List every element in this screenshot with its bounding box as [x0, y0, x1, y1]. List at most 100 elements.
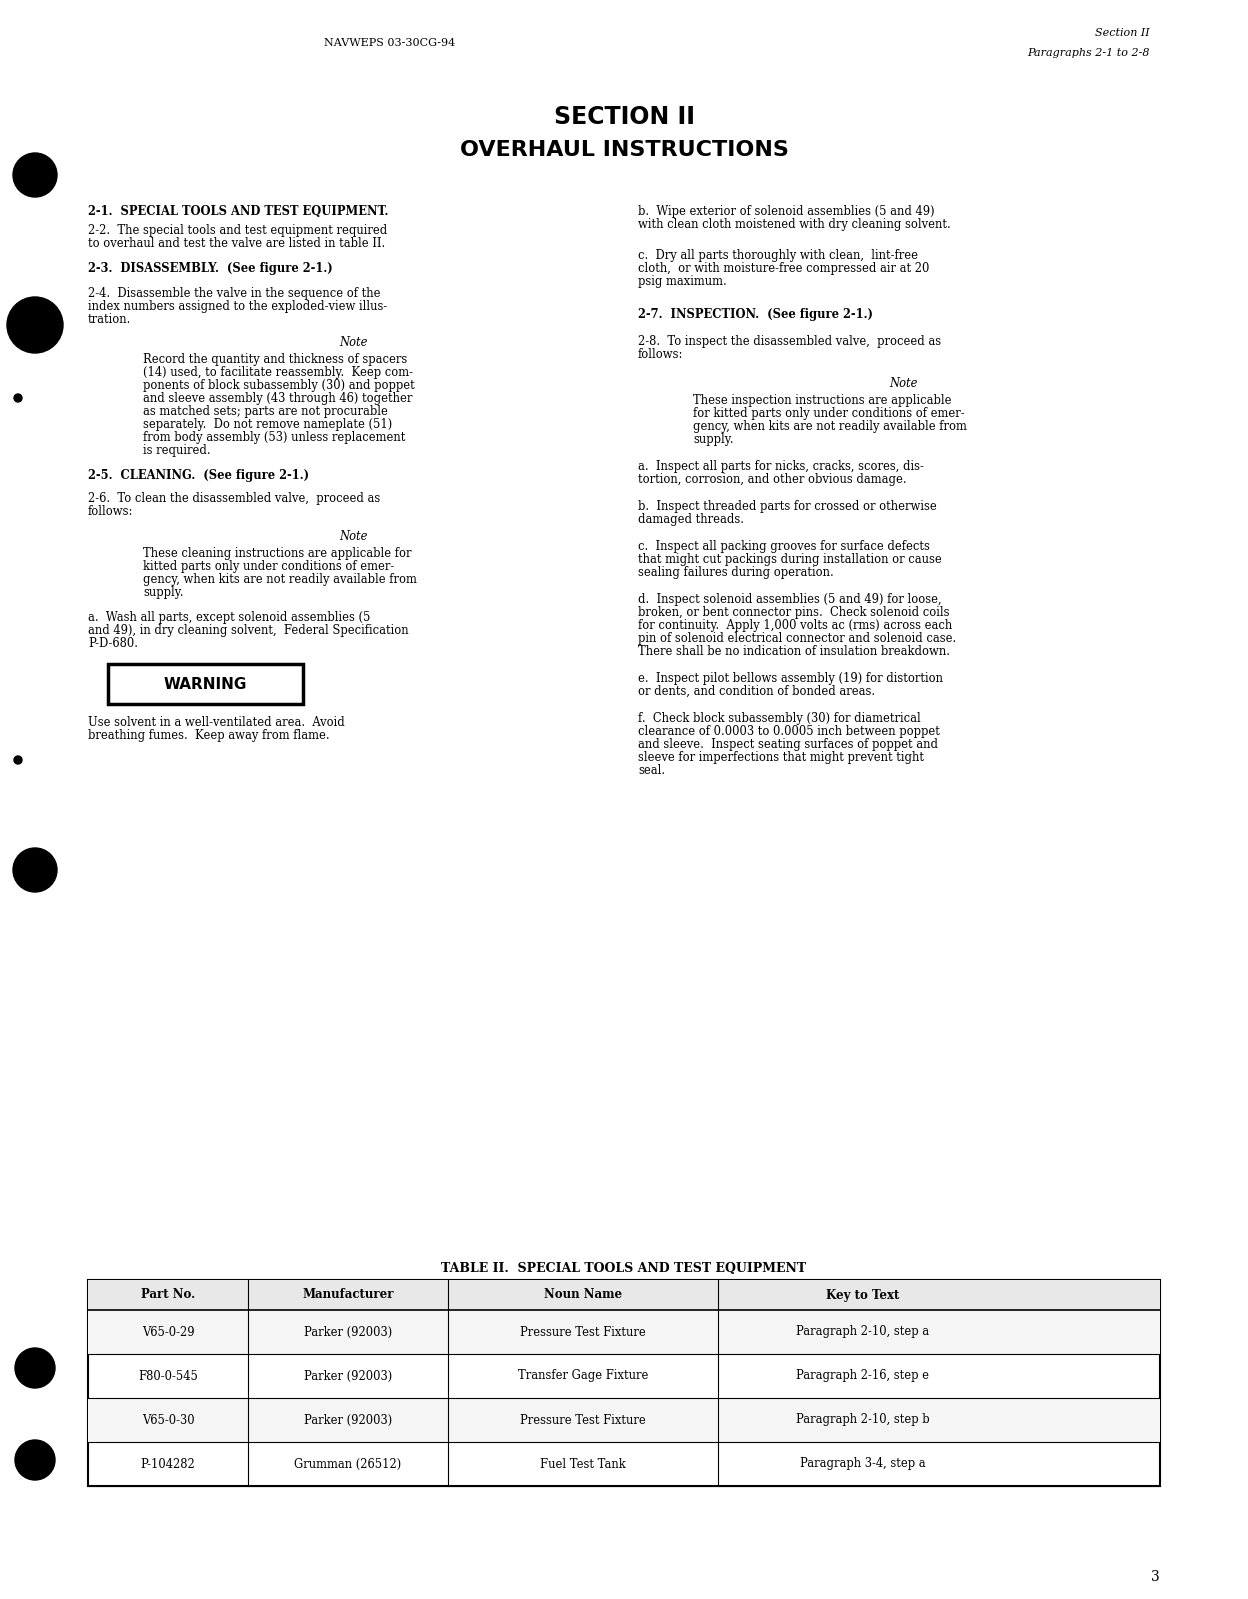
Text: psig maximum.: psig maximum. — [638, 275, 726, 288]
Text: breathing fumes.  Keep away from flame.: breathing fumes. Keep away from flame. — [89, 729, 329, 742]
Text: e.  Inspect pilot bellows assembly (19) for distortion: e. Inspect pilot bellows assembly (19) f… — [638, 672, 943, 684]
Text: These cleaning instructions are applicable for: These cleaning instructions are applicab… — [144, 547, 412, 560]
Text: Paragraphs 2-1 to 2-8: Paragraphs 2-1 to 2-8 — [1027, 48, 1149, 58]
Text: and sleeve assembly (43 through 46) together: and sleeve assembly (43 through 46) toge… — [144, 392, 412, 405]
Text: damaged threads.: damaged threads. — [638, 513, 744, 526]
Text: to overhaul and test the valve are listed in table II.: to overhaul and test the valve are liste… — [89, 237, 386, 249]
Text: index numbers assigned to the exploded-view illus-: index numbers assigned to the exploded-v… — [89, 301, 387, 313]
Text: clearance of 0.0003 to 0.0005 inch between poppet: clearance of 0.0003 to 0.0005 inch betwe… — [638, 724, 940, 739]
Text: follows:: follows: — [89, 505, 134, 518]
Text: 2-7.  INSPECTION.  (See figure 2-1.): 2-7. INSPECTION. (See figure 2-1.) — [638, 309, 874, 321]
Text: Pressure Test Fixture: Pressure Test Fixture — [520, 1414, 646, 1426]
Text: broken, or bent connector pins.  Check solenoid coils: broken, or bent connector pins. Check so… — [638, 606, 950, 619]
Text: Transfer Gage Fixture: Transfer Gage Fixture — [518, 1369, 648, 1383]
Text: Use solvent in a well-ventilated area.  Avoid: Use solvent in a well-ventilated area. A… — [89, 716, 344, 729]
Bar — [89, 1310, 1159, 1354]
Text: Paragraph 3-4, step a: Paragraph 3-4, step a — [800, 1458, 926, 1471]
Text: gency, when kits are not readily available from: gency, when kits are not readily availab… — [144, 572, 417, 585]
Text: Paragraph 2-10, step a: Paragraph 2-10, step a — [796, 1326, 930, 1338]
Circle shape — [12, 847, 57, 892]
Text: 2-5.  CLEANING.  (See figure 2-1.): 2-5. CLEANING. (See figure 2-1.) — [89, 469, 310, 481]
Text: that might cut packings during installation or cause: that might cut packings during installat… — [638, 553, 942, 566]
Text: Note: Note — [338, 529, 367, 544]
Text: Note: Note — [338, 336, 367, 349]
Text: NAVWEPS 03-30CG-94: NAVWEPS 03-30CG-94 — [324, 38, 456, 48]
Bar — [109, 664, 303, 704]
Text: Noun Name: Noun Name — [544, 1289, 622, 1302]
Text: Record the quantity and thickness of spacers: Record the quantity and thickness of spa… — [144, 353, 407, 366]
Text: follows:: follows: — [638, 349, 684, 361]
Circle shape — [14, 756, 22, 764]
Text: OVERHAUL INSTRUCTIONS: OVERHAUL INSTRUCTIONS — [459, 141, 789, 160]
Text: with clean cloth moistened with dry cleaning solvent.: with clean cloth moistened with dry clea… — [638, 217, 951, 230]
Text: b.  Wipe exterior of solenoid assemblies (5 and 49): b. Wipe exterior of solenoid assemblies … — [638, 205, 935, 217]
Circle shape — [15, 1348, 55, 1388]
Text: F80-0-545: F80-0-545 — [139, 1369, 198, 1383]
Text: supply.: supply. — [144, 585, 183, 600]
Text: separately.  Do not remove nameplate (51): separately. Do not remove nameplate (51) — [144, 417, 392, 432]
Text: V65-0-30: V65-0-30 — [142, 1414, 195, 1426]
Text: tration.: tration. — [89, 313, 131, 326]
Text: b.  Inspect threaded parts for crossed or otherwise: b. Inspect threaded parts for crossed or… — [638, 500, 937, 513]
Text: WARNING: WARNING — [163, 676, 247, 691]
Text: supply.: supply. — [693, 433, 734, 446]
Text: kitted parts only under conditions of emer-: kitted parts only under conditions of em… — [144, 560, 394, 572]
Text: Pressure Test Fixture: Pressure Test Fixture — [520, 1326, 646, 1338]
Text: Parker (92003): Parker (92003) — [303, 1326, 392, 1338]
Text: Key to Text: Key to Text — [826, 1289, 900, 1302]
Text: Section II: Section II — [1096, 29, 1149, 38]
Text: (14) used, to facilitate reassembly.  Keep com-: (14) used, to facilitate reassembly. Kee… — [144, 366, 413, 379]
Text: sealing failures during operation.: sealing failures during operation. — [638, 566, 834, 579]
Text: from body assembly (53) unless replacement: from body assembly (53) unless replaceme… — [144, 432, 406, 445]
Text: cloth,  or with moisture-free compressed air at 20: cloth, or with moisture-free compressed … — [638, 262, 930, 275]
Text: Fuel Test Tank: Fuel Test Tank — [540, 1458, 626, 1471]
Text: 3: 3 — [1151, 1570, 1159, 1585]
Text: There shall be no indication of insulation breakdown.: There shall be no indication of insulati… — [638, 644, 950, 659]
Text: Note: Note — [889, 377, 917, 390]
Circle shape — [15, 1441, 55, 1481]
Text: for continuity.  Apply 1,000 volts ac (rms) across each: for continuity. Apply 1,000 volts ac (rm… — [638, 619, 952, 632]
Text: Grumman (26512): Grumman (26512) — [295, 1458, 402, 1471]
Text: P-104282: P-104282 — [141, 1458, 196, 1471]
Text: TABLE II.  SPECIAL TOOLS AND TEST EQUIPMENT: TABLE II. SPECIAL TOOLS AND TEST EQUIPME… — [442, 1262, 806, 1274]
Text: and sleeve.  Inspect seating surfaces of poppet and: and sleeve. Inspect seating surfaces of … — [638, 739, 938, 752]
Text: Paragraph 2-16, step e: Paragraph 2-16, step e — [796, 1369, 930, 1383]
Text: Paragraph 2-10, step b: Paragraph 2-10, step b — [796, 1414, 930, 1426]
Text: f.  Check block subassembly (30) for diametrical: f. Check block subassembly (30) for diam… — [638, 712, 921, 724]
Text: V65-0-29: V65-0-29 — [142, 1326, 195, 1338]
Text: as matched sets; parts are not procurable: as matched sets; parts are not procurabl… — [144, 405, 388, 417]
Text: seal.: seal. — [638, 764, 665, 777]
Text: 2-6.  To clean the disassembled valve,  proceed as: 2-6. To clean the disassembled valve, pr… — [89, 492, 381, 505]
Bar — [89, 1281, 1159, 1485]
Text: P-D-680.: P-D-680. — [89, 636, 139, 651]
Text: These inspection instructions are applicable: These inspection instructions are applic… — [693, 393, 951, 408]
Text: pin of solenoid electrical connector and solenoid case.: pin of solenoid electrical connector and… — [638, 632, 956, 644]
Text: 2-8.  To inspect the disassembled valve,  proceed as: 2-8. To inspect the disassembled valve, … — [638, 336, 941, 349]
Text: or dents, and condition of bonded areas.: or dents, and condition of bonded areas. — [638, 684, 875, 699]
Text: is required.: is required. — [144, 445, 211, 457]
Text: 2-4.  Disassemble the valve in the sequence of the: 2-4. Disassemble the valve in the sequen… — [89, 286, 381, 301]
Text: for kitted parts only under conditions of emer-: for kitted parts only under conditions o… — [693, 408, 965, 421]
Bar — [89, 1398, 1159, 1442]
Text: 2-1.  SPECIAL TOOLS AND TEST EQUIPMENT.: 2-1. SPECIAL TOOLS AND TEST EQUIPMENT. — [89, 205, 388, 217]
Text: Parker (92003): Parker (92003) — [303, 1414, 392, 1426]
Text: a.  Wash all parts, except solenoid assemblies (5: a. Wash all parts, except solenoid assem… — [89, 611, 371, 624]
Text: 2-3.  DISASSEMBLY.  (See figure 2-1.): 2-3. DISASSEMBLY. (See figure 2-1.) — [89, 262, 333, 275]
Text: sleeve for imperfections that might prevent tight: sleeve for imperfections that might prev… — [638, 752, 924, 764]
Text: tortion, corrosion, and other obvious damage.: tortion, corrosion, and other obvious da… — [638, 473, 906, 486]
Text: 2-2.  The special tools and test equipment required: 2-2. The special tools and test equipmen… — [89, 224, 387, 237]
Text: Part No.: Part No. — [141, 1289, 195, 1302]
Circle shape — [12, 154, 57, 197]
Text: Parker (92003): Parker (92003) — [303, 1369, 392, 1383]
Text: ponents of block subassembly (30) and poppet: ponents of block subassembly (30) and po… — [144, 379, 414, 392]
Text: gency, when kits are not readily available from: gency, when kits are not readily availab… — [693, 421, 967, 433]
Text: a.  Inspect all parts for nicks, cracks, scores, dis-: a. Inspect all parts for nicks, cracks, … — [638, 461, 924, 473]
Text: Manufacturer: Manufacturer — [302, 1289, 394, 1302]
Text: d.  Inspect solenoid assemblies (5 and 49) for loose,: d. Inspect solenoid assemblies (5 and 49… — [638, 593, 942, 606]
Text: and 49), in dry cleaning solvent,  Federal Specification: and 49), in dry cleaning solvent, Federa… — [89, 624, 408, 636]
Circle shape — [14, 393, 22, 401]
Text: c.  Inspect all packing grooves for surface defects: c. Inspect all packing grooves for surfa… — [638, 540, 930, 553]
Text: c.  Dry all parts thoroughly with clean,  lint-free: c. Dry all parts thoroughly with clean, … — [638, 249, 919, 262]
Bar — [89, 1281, 1159, 1310]
Circle shape — [7, 297, 62, 353]
